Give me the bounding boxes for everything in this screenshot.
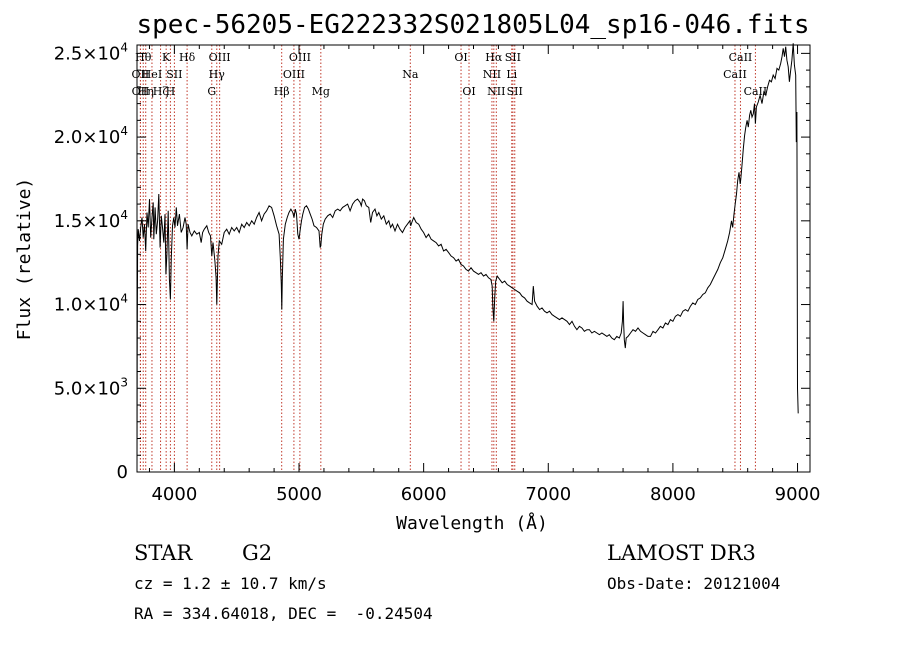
y-tick-mantissa: 1.5×10 bbox=[54, 211, 121, 232]
line-label: G bbox=[207, 85, 216, 98]
y-tick-mantissa: 5.0×10 bbox=[54, 378, 121, 399]
line-label: CaII bbox=[723, 68, 747, 81]
line-label: NII bbox=[487, 85, 505, 98]
x-tick-label: 6000 bbox=[401, 484, 447, 505]
y-tick-exponent: 3 bbox=[120, 375, 128, 389]
line-label: Hγ bbox=[209, 68, 226, 81]
line-label: Hα bbox=[485, 51, 503, 64]
line-label: OIII bbox=[283, 68, 305, 81]
spectral-line-markers bbox=[139, 45, 756, 472]
line-label: Hδ bbox=[179, 51, 196, 64]
line-label: Li bbox=[506, 68, 517, 81]
line-label: H bbox=[166, 85, 176, 98]
obs-date: Obs-Date: 20121004 bbox=[607, 574, 780, 593]
y-tick-mantissa: 0 bbox=[117, 462, 128, 483]
line-label: OII bbox=[132, 85, 150, 98]
line-label: Hη bbox=[138, 85, 154, 98]
y-tick-label: 2.5×104 bbox=[54, 40, 128, 64]
y-tick-mantissa: 2.0×10 bbox=[54, 127, 121, 148]
line-label: OIII bbox=[289, 51, 311, 64]
y-tick-label: 1.5×104 bbox=[54, 208, 128, 232]
plot-frame bbox=[136, 44, 811, 473]
x-axis-label: Wavelength (Å) bbox=[396, 512, 548, 534]
x-tick-label: 4000 bbox=[151, 484, 197, 505]
redshift-readout: cz = 1.2 ± 10.7 km/s bbox=[134, 574, 327, 593]
x-tick-label: 8000 bbox=[650, 484, 696, 505]
line-label: NII bbox=[483, 68, 501, 81]
survey-name: LAMOST DR3 bbox=[607, 541, 756, 565]
y-tick-label: 1.0×104 bbox=[54, 292, 128, 316]
line-label: CaII bbox=[744, 85, 768, 98]
x-axis: 4000 5000 6000 7000 8000 9000 bbox=[148, 45, 821, 505]
x-tick-label: 7000 bbox=[525, 484, 571, 505]
y-tick-label: 2.0×104 bbox=[54, 124, 128, 148]
spectral-line-labels: HθOIIOIIHηHeIHζKHSIIHδGHγOIIIHβOIIIOIIIM… bbox=[132, 51, 768, 98]
y-tick-label: 5.0×103 bbox=[54, 375, 128, 399]
line-label: OIII bbox=[209, 51, 231, 64]
line-label: SII bbox=[166, 68, 182, 81]
line-label: OII bbox=[132, 68, 150, 81]
y-tick-mantissa: 2.5×10 bbox=[54, 43, 121, 64]
y-tick-exponent: 4 bbox=[120, 208, 128, 222]
line-label: SII bbox=[505, 51, 521, 64]
ra-dec-readout: RA = 334.64018, DEC = -0.24504 bbox=[134, 604, 433, 623]
y-tick-exponent: 4 bbox=[120, 40, 128, 54]
y-axis-label: Flux (relative) bbox=[14, 178, 35, 341]
line-label: Na bbox=[402, 68, 419, 81]
line-label: Hθ bbox=[135, 51, 152, 64]
spectrum-line bbox=[136, 43, 799, 473]
chart-title: spec-56205-EG222332S021805L04_sp16-046.f… bbox=[136, 10, 809, 40]
line-label: K bbox=[162, 51, 171, 64]
line-label: Hβ bbox=[274, 85, 290, 98]
spectral-subclass: G2 bbox=[242, 541, 272, 565]
line-label: CaII bbox=[729, 51, 753, 64]
x-tick-label: 5000 bbox=[276, 484, 322, 505]
x-tick-label: 9000 bbox=[775, 484, 821, 505]
line-label: Mg bbox=[312, 85, 330, 98]
line-label: Hζ bbox=[153, 85, 169, 98]
line-label: OI bbox=[462, 85, 475, 98]
line-label: HeI bbox=[142, 68, 162, 81]
line-label: OI bbox=[454, 51, 467, 64]
y-tick-mantissa: 1.0×10 bbox=[54, 295, 121, 316]
y-tick-exponent: 4 bbox=[120, 292, 128, 306]
object-class: STAR bbox=[134, 541, 193, 565]
line-label: SII bbox=[507, 85, 523, 98]
y-tick-exponent: 4 bbox=[120, 124, 128, 138]
y-tick-label: 0 bbox=[117, 462, 128, 483]
